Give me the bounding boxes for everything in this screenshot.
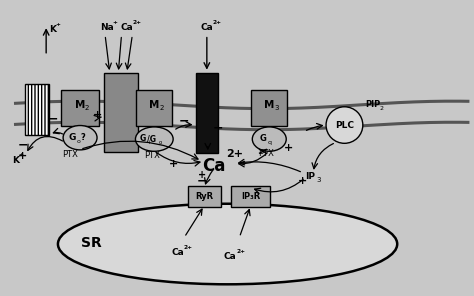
Bar (25, 84, 49, 135)
Text: q: q (267, 140, 272, 145)
Text: Na: Na (100, 23, 114, 32)
Ellipse shape (136, 127, 173, 151)
FancyBboxPatch shape (136, 90, 173, 126)
FancyBboxPatch shape (61, 90, 100, 126)
Text: o: o (159, 140, 163, 145)
Text: 2+: 2+ (226, 149, 243, 159)
Text: 2+: 2+ (183, 245, 192, 250)
FancyBboxPatch shape (231, 186, 271, 207)
Text: +: + (284, 144, 293, 153)
Text: K: K (12, 155, 19, 165)
Text: K: K (49, 25, 56, 34)
Text: o: o (76, 139, 80, 144)
Text: M: M (264, 100, 274, 110)
Text: 2: 2 (85, 105, 89, 111)
Text: Ca: Ca (171, 248, 184, 257)
Text: RyR: RyR (195, 192, 213, 201)
Text: 2+: 2+ (132, 20, 141, 25)
Text: Ca: Ca (224, 252, 237, 261)
Text: +: + (113, 20, 118, 25)
Text: −: − (213, 122, 223, 135)
FancyBboxPatch shape (251, 90, 287, 126)
Text: G: G (140, 134, 146, 143)
Ellipse shape (63, 126, 97, 150)
Text: +: + (198, 170, 206, 180)
Ellipse shape (58, 204, 397, 284)
Text: 3: 3 (317, 177, 321, 183)
Text: +: + (169, 159, 178, 169)
Text: M: M (75, 100, 85, 110)
Text: +: + (18, 152, 23, 157)
Text: PLC: PLC (335, 120, 354, 130)
Text: −: − (196, 175, 207, 188)
Text: +: + (55, 22, 61, 27)
Text: −: − (179, 115, 190, 128)
Text: PTX: PTX (144, 152, 160, 160)
Text: 3: 3 (274, 105, 279, 111)
Text: IP: IP (305, 172, 315, 181)
Text: −: − (48, 112, 58, 126)
Text: M: M (149, 100, 159, 110)
Text: 2+: 2+ (236, 250, 245, 254)
Text: PTX: PTX (258, 149, 274, 158)
Text: Ca: Ca (202, 157, 225, 175)
Text: Ca: Ca (200, 23, 213, 32)
Text: +: + (18, 152, 27, 161)
Text: 2: 2 (380, 106, 384, 111)
Ellipse shape (252, 127, 286, 151)
Text: /G: /G (147, 134, 156, 143)
Bar (196, 73, 218, 153)
Text: PTX: PTX (62, 149, 78, 159)
Text: +: + (93, 110, 102, 120)
Text: ?: ? (81, 133, 85, 142)
Ellipse shape (326, 107, 363, 143)
Text: G: G (260, 134, 267, 143)
Text: 2+: 2+ (212, 20, 221, 25)
Text: 2: 2 (159, 105, 164, 111)
Text: SR: SR (81, 236, 101, 250)
Text: i: i (148, 140, 150, 145)
Text: −: − (18, 138, 28, 151)
Bar (104, 73, 138, 152)
Text: +: + (298, 176, 308, 186)
Text: PIP: PIP (365, 100, 381, 110)
Text: Ca: Ca (120, 23, 133, 32)
Text: G: G (68, 133, 76, 142)
FancyBboxPatch shape (188, 186, 221, 207)
Text: IP₃R: IP₃R (241, 192, 260, 201)
